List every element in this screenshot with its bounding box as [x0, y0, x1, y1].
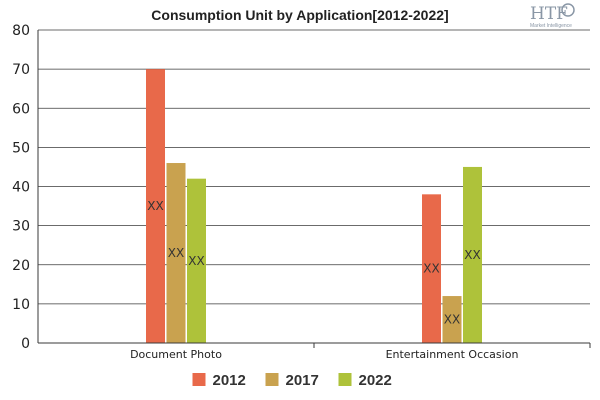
legend-swatch-2017: [265, 373, 279, 386]
y-tick-label: 20: [12, 258, 30, 274]
data-label: XX: [423, 262, 439, 276]
legend-swatch-2022: [338, 373, 352, 386]
data-labels: XX XX XX XX XX XX: [147, 199, 480, 326]
bar-2017-1: [442, 296, 462, 343]
legend-swatch-2012: [192, 373, 206, 386]
legend-label: 2017: [286, 372, 319, 389]
y-tick-label: 30: [12, 219, 30, 235]
y-axis-ticks: 0 10 20 30 40 50 60 70 80: [12, 23, 30, 352]
data-label: XX: [188, 254, 204, 268]
y-tick-label: 70: [12, 62, 30, 78]
legend-label: 2012: [213, 372, 246, 389]
data-label: XX: [464, 248, 480, 262]
data-label: XX: [168, 246, 184, 260]
chart-title: Consumption Unit by Application[2012-202…: [151, 7, 448, 23]
y-tick-label: 10: [12, 297, 30, 313]
legend: 2012 2017 2022: [192, 372, 392, 389]
bar-2017-0: [166, 163, 186, 343]
x-category-label: Document Photo: [130, 348, 222, 361]
y-tick-label: 40: [12, 180, 30, 196]
logo-subtext: Market Intelligence: [530, 23, 572, 29]
htf-logo: HTF Market Intelligence: [530, 3, 575, 29]
data-label: XX: [147, 199, 163, 213]
y-tick-label: 0: [21, 336, 30, 352]
gridlines: [38, 29, 590, 305]
bar-2022-1: [463, 166, 482, 343]
data-label: XX: [444, 313, 460, 327]
legend-label: 2022: [359, 372, 392, 389]
y-tick-label: 60: [12, 101, 30, 117]
y-tick-label: 50: [12, 140, 30, 156]
x-category-label: Entertainment Occasion: [386, 348, 519, 361]
bars: [146, 69, 482, 343]
bar-2022-0: [187, 178, 206, 343]
bar-2012-1: [422, 194, 441, 343]
axes: [37, 30, 591, 348]
bar-2012-0: [146, 69, 165, 343]
logo-text: HTF: [530, 4, 568, 24]
logo-globe-icon: [561, 3, 575, 17]
y-tick-label: 80: [12, 23, 30, 39]
x-axis-categories: Document Photo Entertainment Occasion: [130, 348, 518, 361]
